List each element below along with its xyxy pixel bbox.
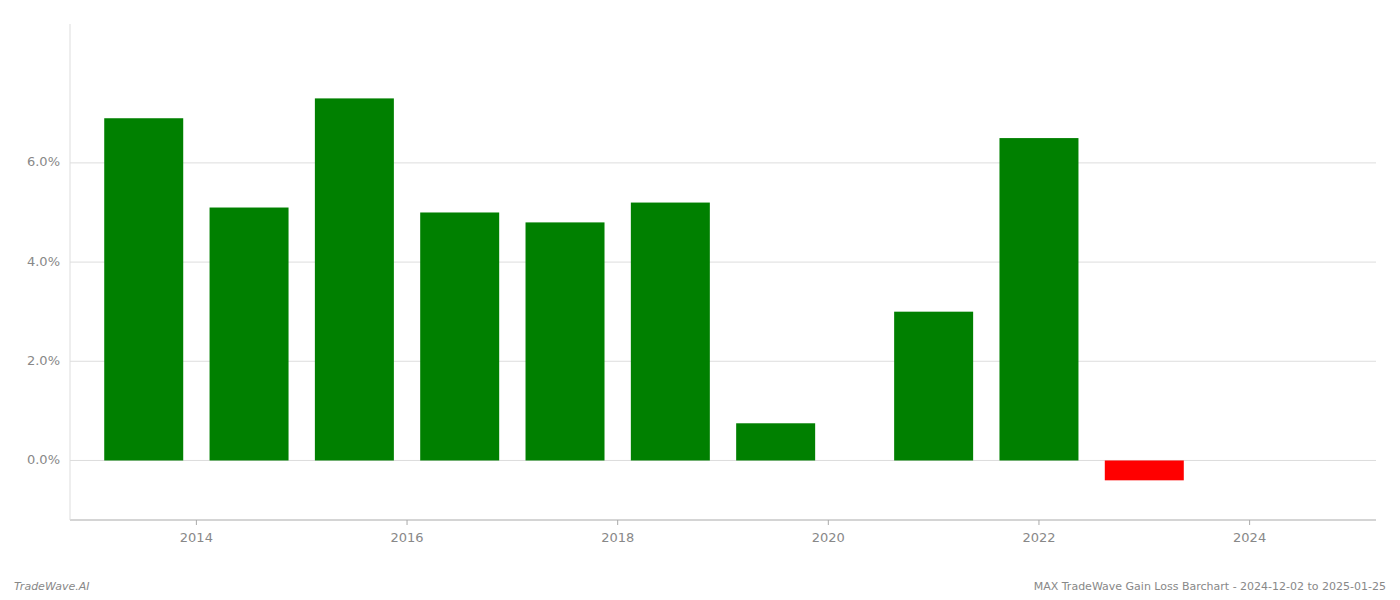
x-tick-label: 2018 [601, 530, 634, 545]
x-tick-label: 2024 [1233, 530, 1266, 545]
footer-left: TradeWave.AI [14, 580, 89, 593]
y-tick-label: 0.0% [27, 452, 60, 467]
x-tick [196, 520, 197, 525]
bars [104, 98, 1184, 480]
y-tick-label: 6.0% [27, 154, 60, 169]
bar [210, 208, 289, 461]
x-tick-label: 2016 [390, 530, 423, 545]
chart-container: 0.0% 2.0% 4.0% 6.0% 2014 2016 2018 2020 2022 2024… [0, 0, 1400, 600]
grid-line [70, 162, 1376, 163]
x-tick [1249, 520, 1250, 525]
x-tick [828, 520, 829, 525]
x-tick-label: 2014 [180, 530, 213, 545]
x-tick-label: 2020 [812, 530, 845, 545]
x-tick [617, 520, 618, 525]
bar [736, 423, 815, 460]
y-axis-line [70, 24, 71, 520]
bar [1105, 460, 1184, 480]
x-tick [407, 520, 408, 525]
footer-right: MAX TradeWave Gain Loss Barchart - 2024-… [1034, 580, 1386, 593]
y-tick-label: 2.0% [27, 353, 60, 368]
bar [526, 222, 605, 460]
bar [420, 212, 499, 460]
bar [631, 203, 710, 461]
bar [315, 98, 394, 460]
x-axis-line [70, 520, 1376, 521]
grid [70, 163, 1376, 461]
x-tick-label: 2022 [1022, 530, 1055, 545]
x-tick [1038, 520, 1039, 525]
y-tick-label: 4.0% [27, 254, 60, 269]
bar [894, 312, 973, 461]
bar [104, 118, 183, 460]
axes: 0.0% 2.0% 4.0% 6.0% 2014 2016 2018 2020 2022 2024 [27, 24, 1376, 545]
chart-svg: 0.0% 2.0% 4.0% 6.0% 2014 2016 2018 2020 2022 2024… [0, 0, 1400, 600]
bar [999, 138, 1078, 460]
